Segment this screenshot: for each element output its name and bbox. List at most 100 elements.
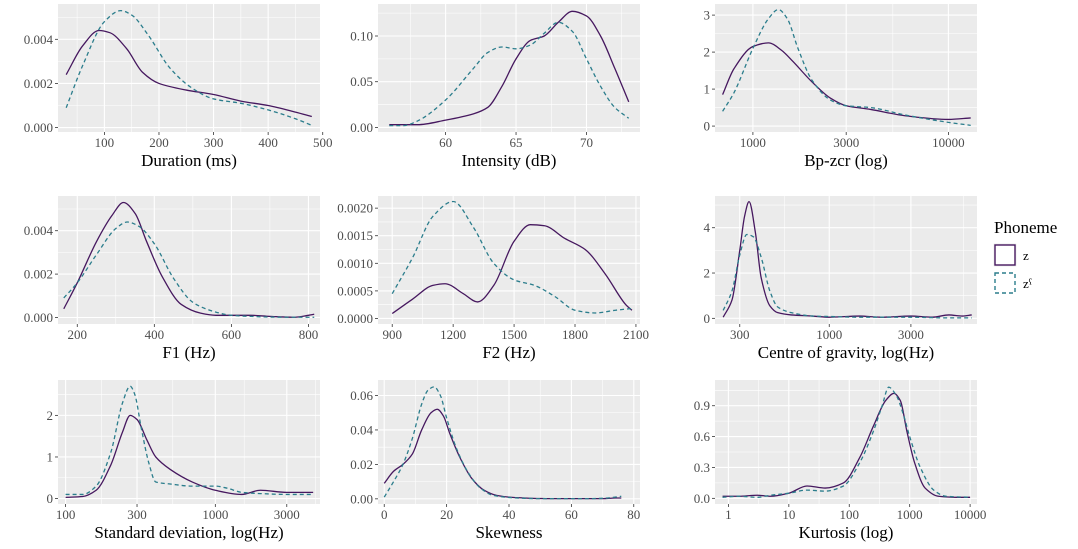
x-tick-label: 400 — [145, 327, 165, 342]
density-line-zf — [63, 221, 315, 318]
panel-1: 100 200 300 400 500 0.000 0.002 0.004 Duration (… — [24, 4, 333, 170]
x-tick-label: 200 — [149, 135, 169, 150]
density-curves — [722, 386, 971, 498]
legend-label-z: z — [1023, 248, 1029, 263]
x-tick-label: 600 — [222, 327, 242, 342]
density-line-z — [65, 414, 314, 498]
density-line-z — [722, 42, 971, 121]
x-axis-title: F2 (Hz) — [482, 343, 535, 362]
y-tick-label: 0.06 — [350, 388, 373, 403]
x-axis-title: Skewness — [475, 523, 542, 542]
x-tick-label: 3000 — [274, 507, 300, 522]
density-curves — [389, 10, 630, 127]
y-tick-label: 1 — [47, 449, 54, 464]
legend-box-z — [994, 244, 1016, 266]
x-tick-label: 300 — [127, 507, 147, 522]
panel-2: 60 65 70 0.00 0.05 0.10 Intensity (dB) — [350, 4, 640, 170]
y-tick-label: 0.000 — [24, 310, 53, 325]
panel-background — [715, 380, 977, 504]
y-tick-label: 0.3 — [694, 460, 710, 475]
grid — [715, 196, 977, 324]
legend-box-zf — [994, 272, 1016, 294]
y-tick-label: 0.00 — [350, 491, 373, 506]
grid — [378, 196, 640, 324]
x-tick-label: 900 — [382, 327, 402, 342]
legend-label-zf: zˤ — [1023, 276, 1033, 291]
x-tick-label: 500 — [313, 135, 333, 150]
y-tick-label: 3 — [704, 8, 711, 23]
x-tick-label: 70 — [580, 135, 593, 150]
y-tick-label: 2 — [47, 408, 54, 423]
x-tick-label: 1800 — [562, 327, 588, 342]
x-axis-title: Standard deviation, log(Hz) — [94, 523, 283, 542]
y-tick-label: 0 — [47, 491, 54, 506]
y-tick-label: 0.05 — [350, 74, 373, 89]
density-curves — [383, 386, 622, 500]
x-tick-label: 1000 — [740, 135, 766, 150]
y-tick-label: 0.002 — [24, 267, 53, 282]
x-tick-label: 800 — [299, 327, 319, 342]
x-tick-label: 2100 — [623, 327, 649, 342]
panel-background — [58, 4, 320, 132]
x-tick-label: 1000 — [202, 507, 228, 522]
grid — [378, 4, 640, 132]
grid — [715, 4, 977, 132]
y-tick-label: 0.10 — [350, 29, 373, 44]
x-tick-label: 100 — [56, 507, 76, 522]
y-tick-label: 0.0000 — [337, 311, 373, 326]
x-tick-label: 1500 — [501, 327, 527, 342]
x-tick-label: 3000 — [833, 135, 859, 150]
panel-9: 1 10 100 1000 10000 0.0 0.3 0.6 0.9 Kurtosis (log… — [694, 380, 987, 542]
y-tick-label: 0.000 — [24, 120, 53, 135]
panel-background — [378, 4, 640, 132]
panel-8: 0 20 40 60 80 0.00 0.02 0.04 0.06 Skewness — [350, 380, 640, 542]
grid — [715, 380, 977, 504]
density-line-zf — [383, 386, 622, 500]
legend-key-z — [993, 243, 1017, 267]
y-tick-label: 0.6 — [694, 429, 711, 444]
panel-background — [715, 196, 977, 324]
legend: Phoneme z zˤ — [993, 218, 1057, 294]
density-curves — [63, 201, 315, 318]
x-tick-label: 60 — [439, 135, 452, 150]
x-tick-label: 1 — [725, 507, 732, 522]
density-curves — [65, 385, 314, 498]
panel-background — [378, 196, 640, 324]
x-tick-label: 100 — [840, 507, 860, 522]
x-tick-label: 65 — [510, 135, 523, 150]
y-tick-label: 0.002 — [24, 76, 53, 91]
panel-7: 100 300 1000 3000 0 1 2 Standard deviation, log… — [47, 380, 320, 542]
y-tick-label: 4 — [704, 220, 711, 235]
y-tick-label: 0.0020 — [337, 201, 373, 216]
x-tick-label: 200 — [68, 327, 88, 342]
density-line-z — [65, 29, 312, 118]
x-tick-label: 1000 — [897, 507, 923, 522]
x-axis-title: Kurtosis (log) — [799, 523, 894, 542]
y-tick-label: 0 — [704, 119, 711, 134]
y-tick-label: 0 — [704, 311, 711, 326]
density-line-zf — [722, 386, 971, 498]
density-line-z — [389, 10, 630, 126]
density-line-zf — [389, 21, 630, 127]
x-axis-title: Duration (ms) — [141, 151, 237, 170]
x-axis-title: Bp-zcr (log) — [804, 151, 888, 170]
panel-3: 1000 3000 10000 0 1 2 3 Bp-zcr (log) — [704, 4, 977, 170]
x-tick-label: 1200 — [440, 327, 466, 342]
density-line-zf — [65, 9, 313, 126]
x-tick-label: 10000 — [954, 507, 987, 522]
density-line-zf — [65, 385, 314, 496]
y-tick-label: 0.04 — [350, 422, 373, 437]
x-tick-label: 3000 — [898, 327, 924, 342]
grid — [58, 4, 320, 132]
x-tick-label: 300 — [204, 135, 224, 150]
y-tick-label: 0.0005 — [337, 283, 373, 298]
x-tick-label: 10000 — [932, 135, 965, 150]
density-line-zf — [391, 200, 632, 314]
y-tick-label: 0.00 — [350, 120, 373, 135]
y-tick-label: 0.02 — [350, 457, 373, 472]
density-line-zf — [722, 8, 971, 126]
y-tick-label: 1 — [704, 82, 711, 97]
x-tick-label: 0 — [381, 507, 388, 522]
